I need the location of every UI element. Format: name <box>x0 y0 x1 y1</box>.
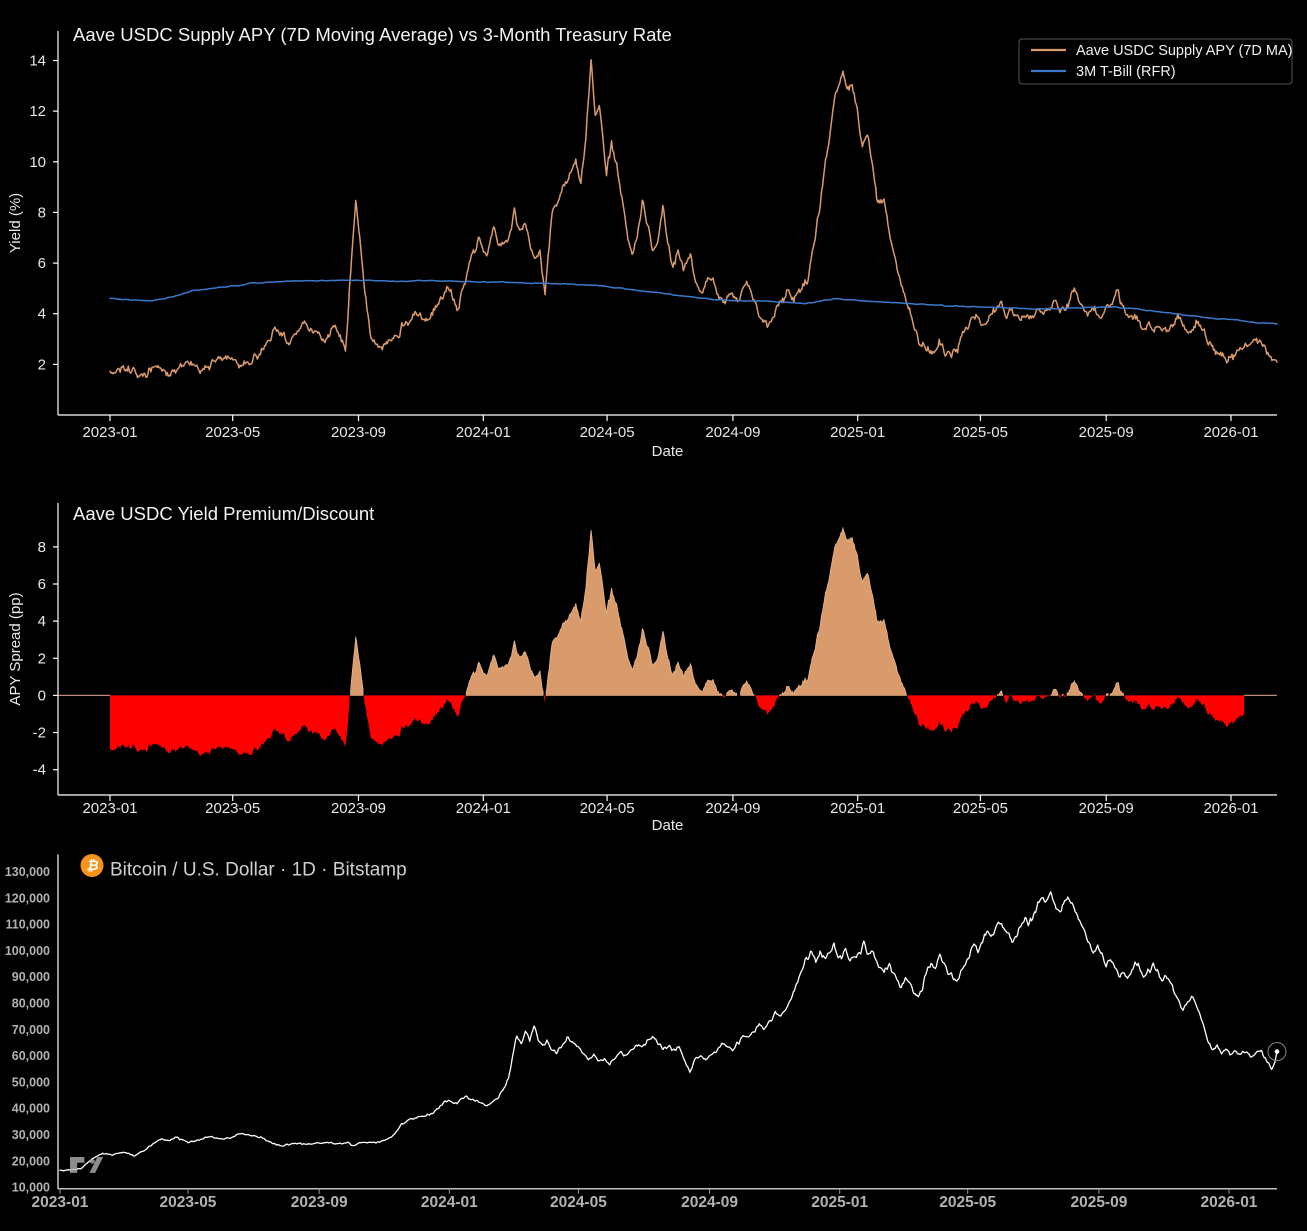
svg-text:2023-05: 2023-05 <box>160 1194 217 1211</box>
svg-text:60,000: 60,000 <box>12 1049 50 1063</box>
svg-text:130,000: 130,000 <box>5 865 50 879</box>
svg-text:30,000: 30,000 <box>12 1128 50 1142</box>
svg-text:120,000: 120,000 <box>5 891 50 905</box>
svg-text:₿: ₿ <box>86 857 98 873</box>
svg-text:2025-01: 2025-01 <box>811 1194 868 1211</box>
svg-text:2025-09: 2025-09 <box>1070 1194 1127 1211</box>
svg-text:2024-05: 2024-05 <box>550 1194 607 1211</box>
svg-text:Bitcoin / U.S. Dollar · 1D · B: Bitcoin / U.S. Dollar · 1D · Bitstamp <box>110 860 407 881</box>
svg-text:10,000: 10,000 <box>12 1181 50 1195</box>
svg-text:2024-09: 2024-09 <box>681 1194 738 1211</box>
svg-text:2023-01: 2023-01 <box>32 1194 89 1211</box>
svg-text:100,000: 100,000 <box>5 944 50 958</box>
svg-text:2025-05: 2025-05 <box>939 1194 996 1211</box>
svg-text:90,000: 90,000 <box>12 970 50 984</box>
svg-text:80,000: 80,000 <box>12 997 50 1011</box>
svg-text:110,000: 110,000 <box>6 918 51 932</box>
svg-text:50,000: 50,000 <box>12 1075 50 1089</box>
svg-text:2023-09: 2023-09 <box>291 1194 348 1211</box>
svg-text:40,000: 40,000 <box>12 1102 50 1116</box>
svg-text:2026-01: 2026-01 <box>1201 1194 1258 1211</box>
svg-text:70,000: 70,000 <box>12 1023 50 1037</box>
svg-text:2024-01: 2024-01 <box>421 1194 478 1211</box>
svg-text:20,000: 20,000 <box>12 1154 50 1168</box>
